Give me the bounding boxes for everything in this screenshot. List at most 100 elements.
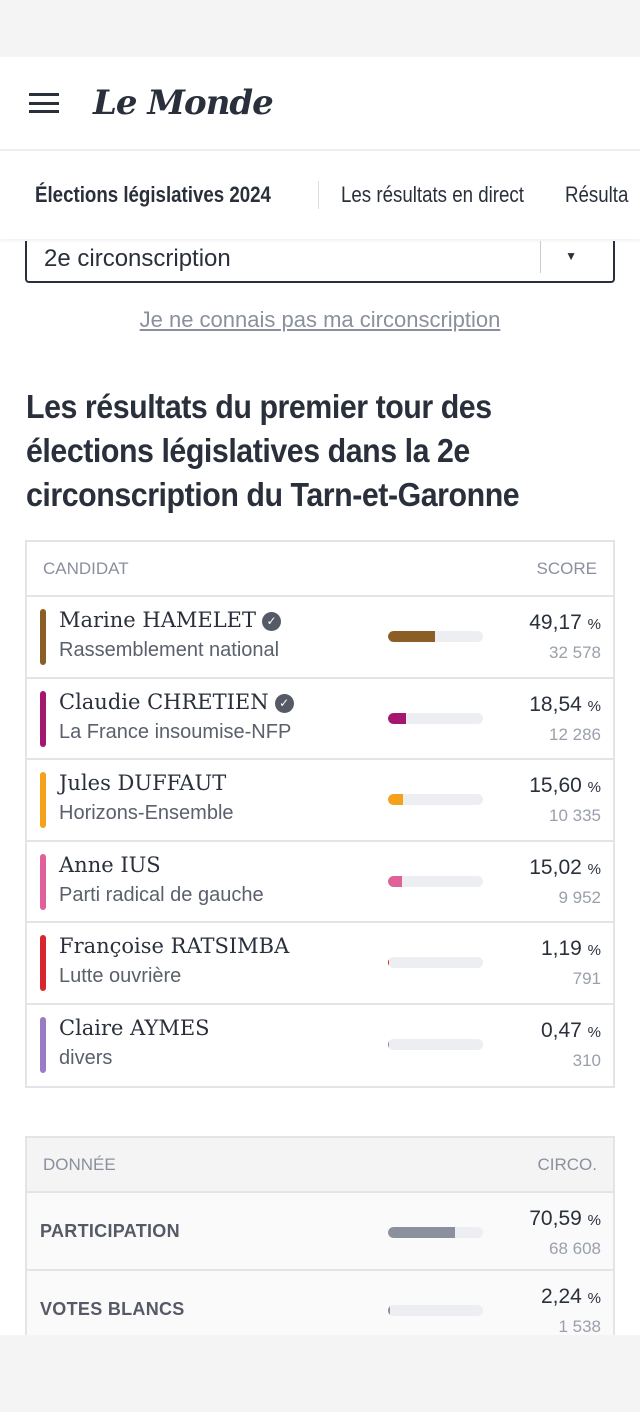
percent-unit: % [587, 697, 601, 715]
percent-unit: % [587, 860, 601, 878]
vote-count: 9 952 [558, 887, 601, 907]
percent-value: 1,19 [540, 937, 582, 960]
vote-count: 10 335 [549, 806, 601, 825]
data-bar-fill [388, 1227, 456, 1238]
data-percent: 70,59 % [529, 1207, 601, 1231]
candidate-row: Jules DUFFAUT Horizons-Ensemble 15,60 % … [27, 760, 613, 842]
percent-unit: % [587, 1023, 601, 1041]
percent-value: 0,47 [540, 1018, 582, 1042]
verified-check-icon: ✓ [274, 693, 294, 713]
select-divider [540, 241, 541, 273]
score-bar-fill [388, 712, 406, 724]
percent-value: 15,02 [529, 855, 582, 879]
score-bar-fill [388, 794, 403, 805]
percent-value: 18,54 [529, 692, 582, 716]
candidate-party: Rassemblement national [59, 639, 280, 661]
le-monde-logo[interactable]: Le Monde [93, 83, 274, 123]
vote-count: 32 578 [549, 643, 601, 662]
page-title: Les résultats du premier tour des électi… [26, 388, 520, 513]
score-bar [388, 794, 483, 805]
candidate-row: Claire AYMES divers 0,47 % 310 [27, 1005, 613, 1087]
data-count: 68 608 [549, 1239, 601, 1258]
vote-count: 791 [572, 969, 601, 988]
candidate-row: Anne IUS Parti radical de gauche 15,02 %… [27, 842, 613, 923]
candidate-name-text: Claire AYMES [59, 1015, 210, 1040]
verified-check-icon: ✓ [262, 612, 281, 631]
candidate-name: Marine HAMELET ✓ [59, 608, 281, 632]
score-percent: 1,19 % [541, 937, 601, 961]
score-bar [388, 875, 483, 887]
score-percent: 15,02 % [529, 856, 601, 880]
party-color-strip [40, 772, 46, 828]
score-bar [388, 957, 483, 968]
candidate-name-text: Françoise RATSIMBA [59, 934, 290, 958]
score-percent: 18,54 % [529, 693, 601, 717]
percent-unit: % [587, 942, 601, 959]
score-bar [388, 631, 483, 642]
candidate-party: divers [59, 1046, 113, 1069]
menu-icon[interactable] [29, 93, 59, 113]
candidate-party: Horizons-Ensemble [59, 802, 234, 824]
data-table: DONNÉE CIRCO. PARTICIPATION 70,59 % 68 6… [25, 1136, 615, 1335]
party-color-strip [40, 853, 46, 910]
candidate-row: Françoise RATSIMBA Lutte ouvrière 1,19 %… [27, 923, 613, 1005]
candidate-party: Parti radical de gauche [59, 883, 264, 906]
candidate-name-text: Marine HAMELET [59, 608, 256, 632]
party-color-strip [40, 690, 46, 747]
col-circo: CIRCO. [537, 1154, 598, 1174]
score-bar-fill [388, 631, 435, 642]
score-bar-fill [388, 875, 403, 887]
unknown-circonscription-link[interactable]: Je ne connais pas ma circonscription [139, 307, 501, 332]
score-bar-fill [388, 957, 390, 968]
candidate-party: Lutte ouvrière [59, 965, 182, 987]
candidate-name-text: Jules DUFFAUT [59, 771, 227, 795]
percent-value: 2,24 [540, 1285, 582, 1308]
chevron-down-icon[interactable]: ▼ [565, 249, 577, 263]
candidate-row: Marine HAMELET ✓ Rassemblement national 4… [27, 597, 613, 679]
select-value: 2e circonscription [44, 245, 231, 272]
vote-count: 310 [572, 1050, 601, 1070]
col-candidate: CANDIDAT [43, 558, 129, 578]
party-color-strip [40, 935, 46, 991]
col-score: SCORE [536, 558, 597, 578]
circonscription-select[interactable]: 2e circonscription ▼ [25, 241, 615, 283]
percent-unit: % [587, 1290, 601, 1307]
page: Le Monde Élections législatives 2024 Les… [0, 57, 640, 1335]
score-bar [388, 1038, 483, 1050]
data-row: VOTES BLANCS 2,24 % 1 538 [27, 1271, 613, 1335]
score-percent: 49,17 % [529, 611, 601, 635]
party-color-strip [40, 1016, 46, 1073]
percent-unit: % [587, 1212, 601, 1229]
data-row: PARTICIPATION 70,59 % 68 608 [27, 1193, 613, 1271]
score-percent: 0,47 % [541, 1019, 601, 1043]
results-table: CANDIDAT SCORE Marine HAMELET ✓ Rassemble… [25, 540, 615, 1088]
table-header: CANDIDAT SCORE [27, 542, 613, 597]
data-bar [388, 1305, 483, 1316]
nav-results[interactable]: Résulta [565, 182, 629, 207]
score-percent: 15,60 % [529, 774, 601, 798]
data-percent: 2,24 % [541, 1285, 601, 1309]
candidate-name: Claire AYMES [59, 1016, 210, 1040]
candidate-name-text: Claudie CHRETIEN [59, 689, 269, 714]
data-label: VOTES BLANCS [40, 1299, 185, 1319]
vote-count: 12 286 [549, 724, 601, 744]
site-header: Le Monde [0, 57, 640, 151]
percent-value: 15,60 [529, 774, 582, 797]
percent-unit: % [587, 779, 601, 796]
party-color-strip [40, 609, 46, 665]
nav-live-results[interactable]: Les résultats en direct [340, 182, 524, 207]
candidate-name: Françoise RATSIMBA [59, 934, 289, 958]
data-label: PARTICIPATION [40, 1221, 180, 1241]
percent-unit: % [587, 616, 601, 633]
score-bar [388, 712, 483, 724]
candidate-party: La France insoumise-NFP [59, 720, 292, 743]
nav-elections-2024[interactable]: Élections législatives 2024 [35, 182, 271, 207]
table-header: DONNÉE CIRCO. [27, 1138, 613, 1193]
percent-value: 70,59 [529, 1207, 582, 1230]
data-count: 1 538 [558, 1317, 601, 1335]
nav-divider [317, 181, 319, 209]
candidate-name-text: Anne IUS [59, 852, 161, 877]
percent-value: 49,17 [529, 611, 582, 634]
candidate-row: Claudie CHRETIEN ✓ La France insoumise-NF… [27, 679, 613, 760]
sub-navigation: Élections législatives 2024 Les résultat… [0, 151, 640, 239]
